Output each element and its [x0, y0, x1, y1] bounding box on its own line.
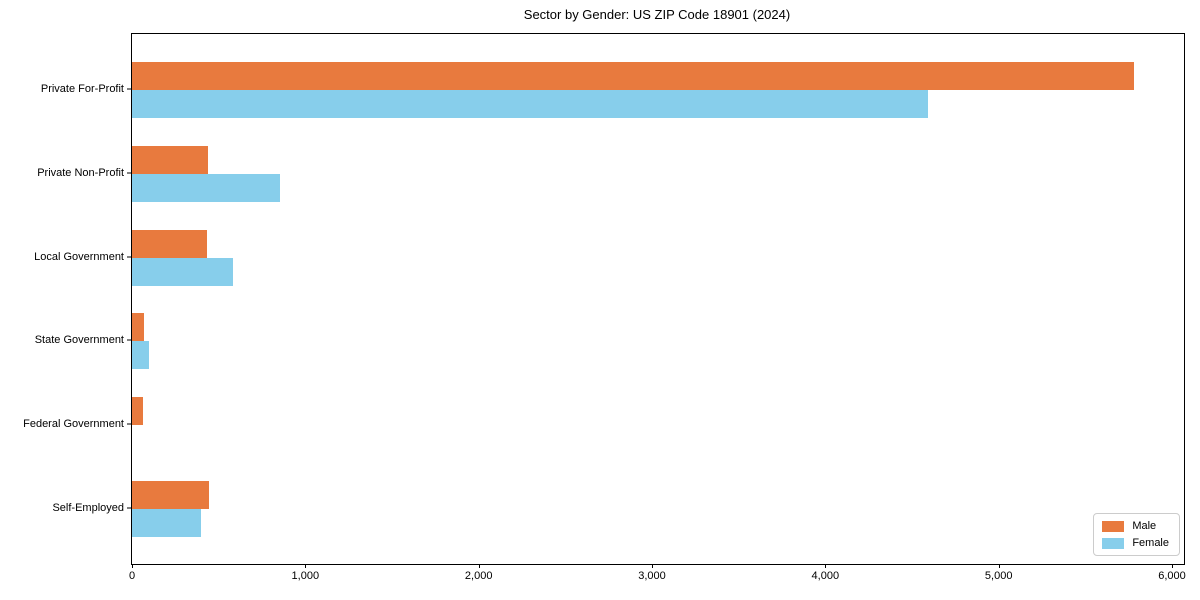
bar-male-local-government — [132, 229, 207, 258]
y-tick-label-state-government: State Government — [34, 334, 124, 347]
bar-male-private-for-profit — [132, 61, 1134, 90]
x-tick-mark — [305, 564, 307, 568]
bar-female-private-non-profit — [132, 173, 281, 202]
x-tick-mark — [998, 564, 1000, 568]
x-tick-label-0: 0 — [128, 570, 136, 582]
chart-title: Sector by Gender: US ZIP Code 18901 (202… — [523, 7, 791, 22]
x-tick-label-4-000: 4,000 — [811, 570, 840, 582]
bar-female-private-for-profit — [132, 89, 928, 118]
bar-female-state-government — [132, 341, 149, 370]
plot-area: Male Female — [131, 33, 1185, 565]
legend-item-male: Male — [1102, 520, 1169, 532]
x-tick-label-3-000: 3,000 — [638, 570, 666, 582]
x-tick-mark — [132, 564, 133, 568]
y-tick-label-federal-government: Federal Government — [23, 418, 124, 431]
bar-male-private-non-profit — [132, 145, 209, 174]
legend-swatch-male — [1102, 520, 1125, 532]
x-tick-label-5-000: 5,000 — [984, 570, 1013, 582]
y-tick-mark — [127, 88, 131, 90]
y-tick-mark — [127, 339, 131, 341]
y-tick-label-local-government: Local Government — [34, 250, 124, 263]
x-tick-label-6-000: 6,000 — [1158, 570, 1186, 582]
legend-item-female: Female — [1102, 537, 1169, 549]
y-tick-mark — [127, 172, 131, 174]
bar-male-state-government — [132, 313, 145, 342]
x-tick-mark — [652, 564, 653, 568]
y-tick-label-private-non-profit: Private Non-Profit — [37, 166, 124, 179]
bar-male-federal-government — [132, 397, 144, 426]
legend-label-male: Male — [1132, 520, 1157, 532]
legend-swatch-female — [1102, 537, 1125, 549]
y-tick-mark — [127, 256, 131, 257]
x-tick-mark — [1172, 564, 1173, 568]
bar-female-self-employed — [132, 509, 202, 538]
y-tick-label-self-employed: Self-Employed — [52, 502, 124, 515]
x-tick-mark — [825, 564, 827, 568]
bar-female-local-government — [132, 257, 233, 286]
y-tick-mark — [127, 423, 131, 425]
bar-male-self-employed — [132, 481, 210, 510]
y-tick-label-private-for-profit: Private For-Profit — [40, 82, 124, 95]
y-tick-mark — [127, 507, 131, 509]
legend-label-female: Female — [1132, 537, 1169, 549]
legend: Male Female — [1093, 513, 1180, 556]
x-tick-label-2-000: 2,000 — [464, 570, 493, 582]
x-tick-mark — [478, 564, 480, 568]
x-tick-label-1-000: 1,000 — [291, 570, 320, 582]
